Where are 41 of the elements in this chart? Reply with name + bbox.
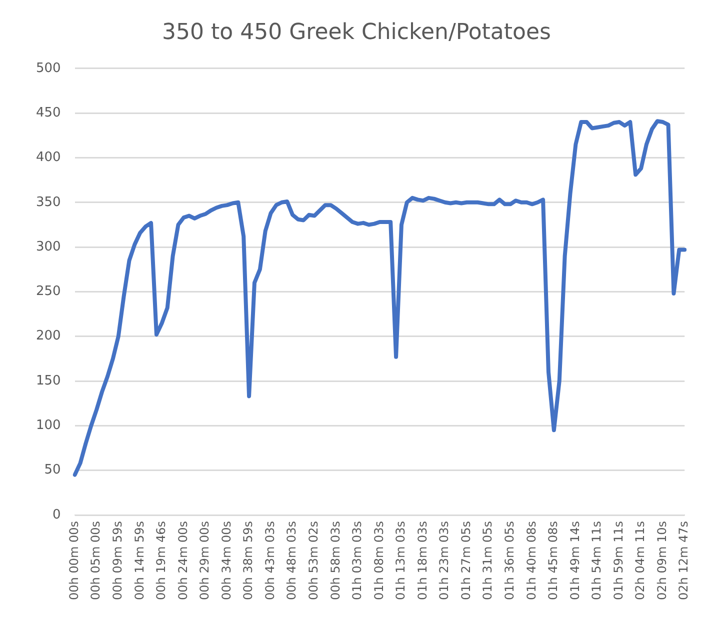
x-tick-label: 01h 45m 08s [546,521,560,600]
x-tick-label: 01h 03m 03s [350,521,364,600]
x-tick-label: 01h 08m 03s [372,521,386,600]
x-tick-label: 00h 14m 59s [132,521,146,600]
y-tick-label: 450 [36,105,61,120]
y-tick-label: 200 [36,328,61,344]
x-tick-label: 01h 40m 08s [524,521,538,600]
x-tick-label: 00h 05m 00s [88,521,103,600]
x-tick-label: 00h 19m 46s [154,521,168,600]
x-tick-label: 01h 23m 03s [437,521,452,600]
x-tick-label: 00h 29m 00s [198,521,212,600]
x-tick-label: 02h 09m 10s [654,521,669,600]
x-tick-label: 01h 36m 05s [502,521,516,600]
x-tick-label: 02h 04m 11s [633,521,648,600]
x-tick-label: 01h 18m 03s [415,521,430,600]
x-tick-label: 01h 31m 05s [480,521,495,600]
x-tick-label: 01h 13m 03s [394,521,408,600]
y-tick-label: 300 [36,239,61,254]
y-tick-label: 50 [44,462,61,478]
x-tick-label: 02h 12m 47s [676,521,691,600]
x-tick-label: 01h 54m 11s [590,521,604,600]
x-tick-label: 00h 00m 00s [66,521,81,600]
y-tick-label: 400 [36,150,61,166]
x-tick-label: 00h 38m 59s [241,521,256,600]
y-tick-label: 500 [36,60,61,76]
x-tick-label: 00h 24m 00s [176,521,190,600]
x-tick-label: 00h 48m 03s [284,521,299,600]
chart-title: 350 to 450 Greek Chicken/Potatoes [162,20,551,45]
x-tick-label: 01h 27m 05s [458,521,473,600]
x-tick-label: 00h 43m 03s [262,521,277,600]
y-tick-label: 250 [36,284,61,300]
y-tick-label: 350 [36,194,61,210]
x-tick-label: 01h 49m 14s [568,521,582,600]
y-tick-label: 150 [36,373,61,388]
x-tick-label: 00h 09m 59s [110,521,124,600]
x-tick-label: 01h 59m 11s [611,521,626,600]
x-tick-label: 00h 53m 02s [306,521,320,600]
y-tick-label: 0 [52,507,61,522]
x-tick-label: 00h 58m 03s [328,521,342,600]
x-tick-label: 00h 34m 00s [219,521,234,600]
y-tick-label: 100 [36,418,61,434]
